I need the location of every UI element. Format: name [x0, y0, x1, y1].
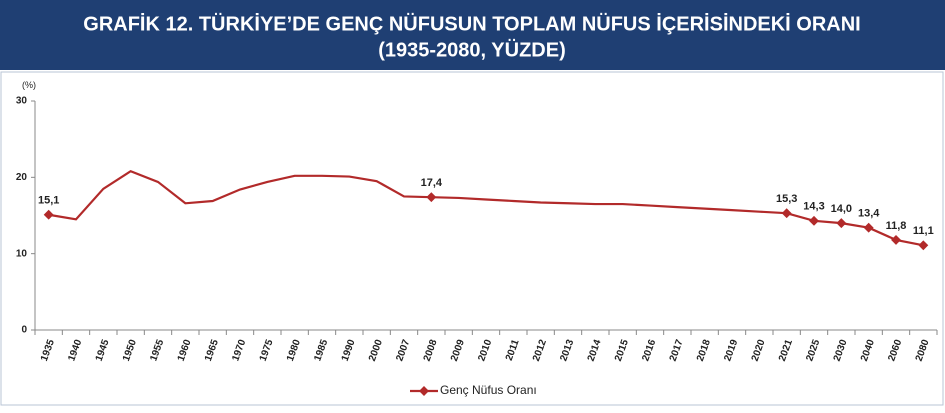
chart-title: GRAFİK 12. TÜRKİYE’DE GENÇ NÜFUSUN TOPLA… — [83, 12, 860, 35]
marker — [918, 240, 929, 251]
title-banner — [0, 0, 945, 70]
marker — [809, 215, 819, 226]
legend-marker — [419, 386, 429, 396]
y-tick-label: 30 — [16, 96, 28, 107]
data-label: 15,1 — [38, 195, 59, 207]
y-axis-label: (%) — [22, 80, 36, 90]
data-label: 15,3 — [776, 193, 797, 205]
marker — [891, 234, 901, 245]
marker — [43, 209, 54, 220]
data-label: 11,1 — [913, 225, 934, 237]
data-label: 13,4 — [858, 208, 880, 220]
chart-subtitle: (1935-2080, YÜZDE) — [378, 38, 566, 61]
marker — [781, 208, 792, 219]
y-tick-label: 20 — [16, 172, 28, 183]
y-tick-label: 10 — [16, 248, 28, 259]
line — [48, 169, 924, 247]
data-label: 14,0 — [831, 203, 852, 215]
marker — [836, 218, 847, 229]
chart-panel — [0, 71, 944, 406]
y-tick-label: 0 — [21, 325, 27, 336]
legend-label: Genç Nüfus Oranı — [440, 383, 537, 397]
data-label: 14,3 — [803, 201, 824, 213]
marker — [426, 192, 437, 203]
marker — [863, 222, 874, 233]
data-label: 17,4 — [421, 177, 443, 189]
data-label: 11,8 — [886, 220, 907, 232]
